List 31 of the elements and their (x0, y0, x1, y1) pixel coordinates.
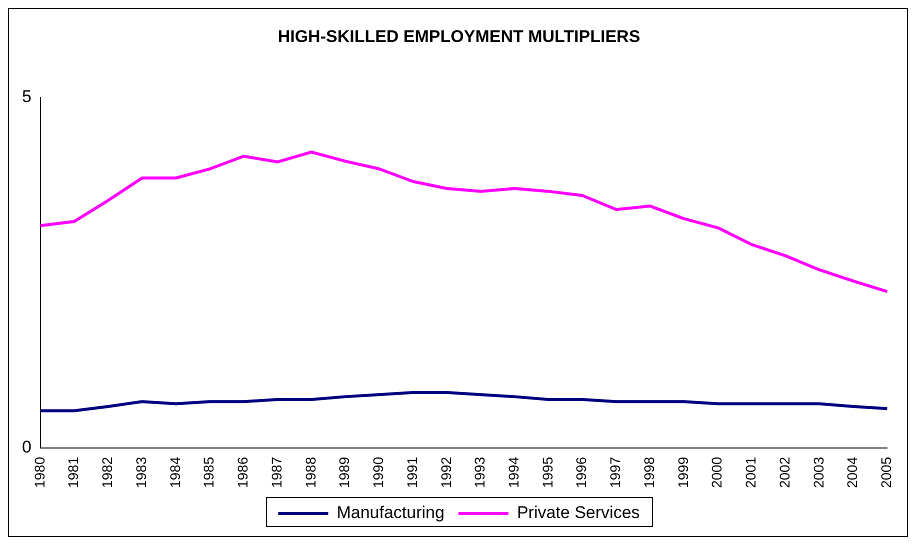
x-tick-label: 1991 (404, 456, 420, 488)
x-tick-label: 2003 (810, 456, 826, 488)
x-tick-label: 1993 (472, 456, 488, 488)
legend-label: Manufacturing (336, 503, 444, 522)
x-tick-label: 2000 (708, 456, 725, 488)
x-tick-label: 1996 (573, 456, 590, 488)
x-tick-label: 2001 (742, 456, 759, 488)
x-tick-label: 2002 (776, 456, 792, 488)
x-tick-label: 1994 (505, 456, 522, 488)
x-tick-label: 1990 (370, 456, 386, 488)
x-tick-label: 1985 (200, 456, 217, 488)
x-tick-label: 2004 (844, 456, 860, 488)
chart-title: HIGH-SKILLED EMPLOYMENT MULTIPLIERS (278, 26, 640, 46)
x-tick-label: 1981 (65, 456, 82, 488)
x-tick-label: 1980 (31, 456, 48, 488)
x-tick-label: 2005 (878, 456, 894, 488)
x-tick-label: 1989 (336, 456, 352, 488)
x-tick-label: 1987 (268, 456, 284, 488)
x-tick-label: 1997 (607, 456, 624, 488)
x-tick-label: 1998 (640, 456, 657, 488)
x-tick-label: 1983 (132, 456, 149, 488)
y-tick-label: 0 (22, 438, 32, 457)
x-tick-label: 1986 (234, 456, 251, 488)
x-tick-label: 1999 (674, 456, 691, 488)
x-tick-label: 1984 (166, 456, 183, 488)
x-tick-label: 1982 (99, 456, 116, 488)
x-tick-label: 1995 (539, 456, 556, 488)
y-tick-label: 5 (22, 87, 32, 106)
x-tick-label: 1992 (438, 456, 454, 488)
legend-label: Private Services (516, 503, 640, 522)
x-tick-label: 1988 (302, 456, 318, 488)
